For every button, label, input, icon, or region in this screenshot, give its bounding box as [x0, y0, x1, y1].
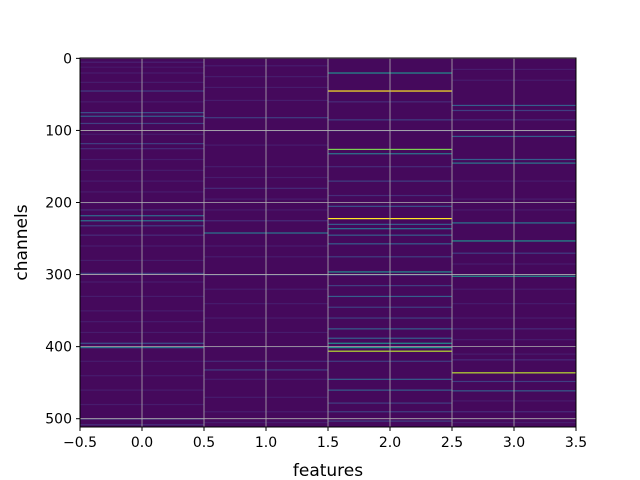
y-tick-label: 400: [45, 340, 72, 356]
x-tick-label: 0.0: [131, 435, 153, 451]
y-tick-label: 200: [45, 196, 72, 212]
x-tick-label: 3.0: [503, 435, 525, 451]
x-axis-label: features: [293, 461, 363, 480]
y-tick-label: 100: [45, 123, 72, 139]
y-axis-ticks: 0 100 200 300 400 500: [45, 51, 80, 428]
x-tick-label: 1.0: [255, 435, 277, 451]
y-tick-label: 500: [45, 412, 72, 428]
y-tick-label: 0: [63, 51, 72, 67]
x-tick-label: 0.5: [193, 435, 215, 451]
y-tick-label: 300: [45, 268, 72, 284]
x-axis-ticks: −0.5 0.0 0.5 1.0 1.5 2.0 2.5 3.0 3.5: [63, 427, 587, 451]
x-tick-label: 3.5: [565, 435, 587, 451]
x-tick-label: 2.5: [441, 435, 463, 451]
y-axis-label: channels: [12, 204, 32, 280]
x-tick-label: −0.5: [63, 435, 97, 451]
x-tick-label: 2.0: [379, 435, 401, 451]
x-tick-label: 1.5: [317, 435, 339, 451]
